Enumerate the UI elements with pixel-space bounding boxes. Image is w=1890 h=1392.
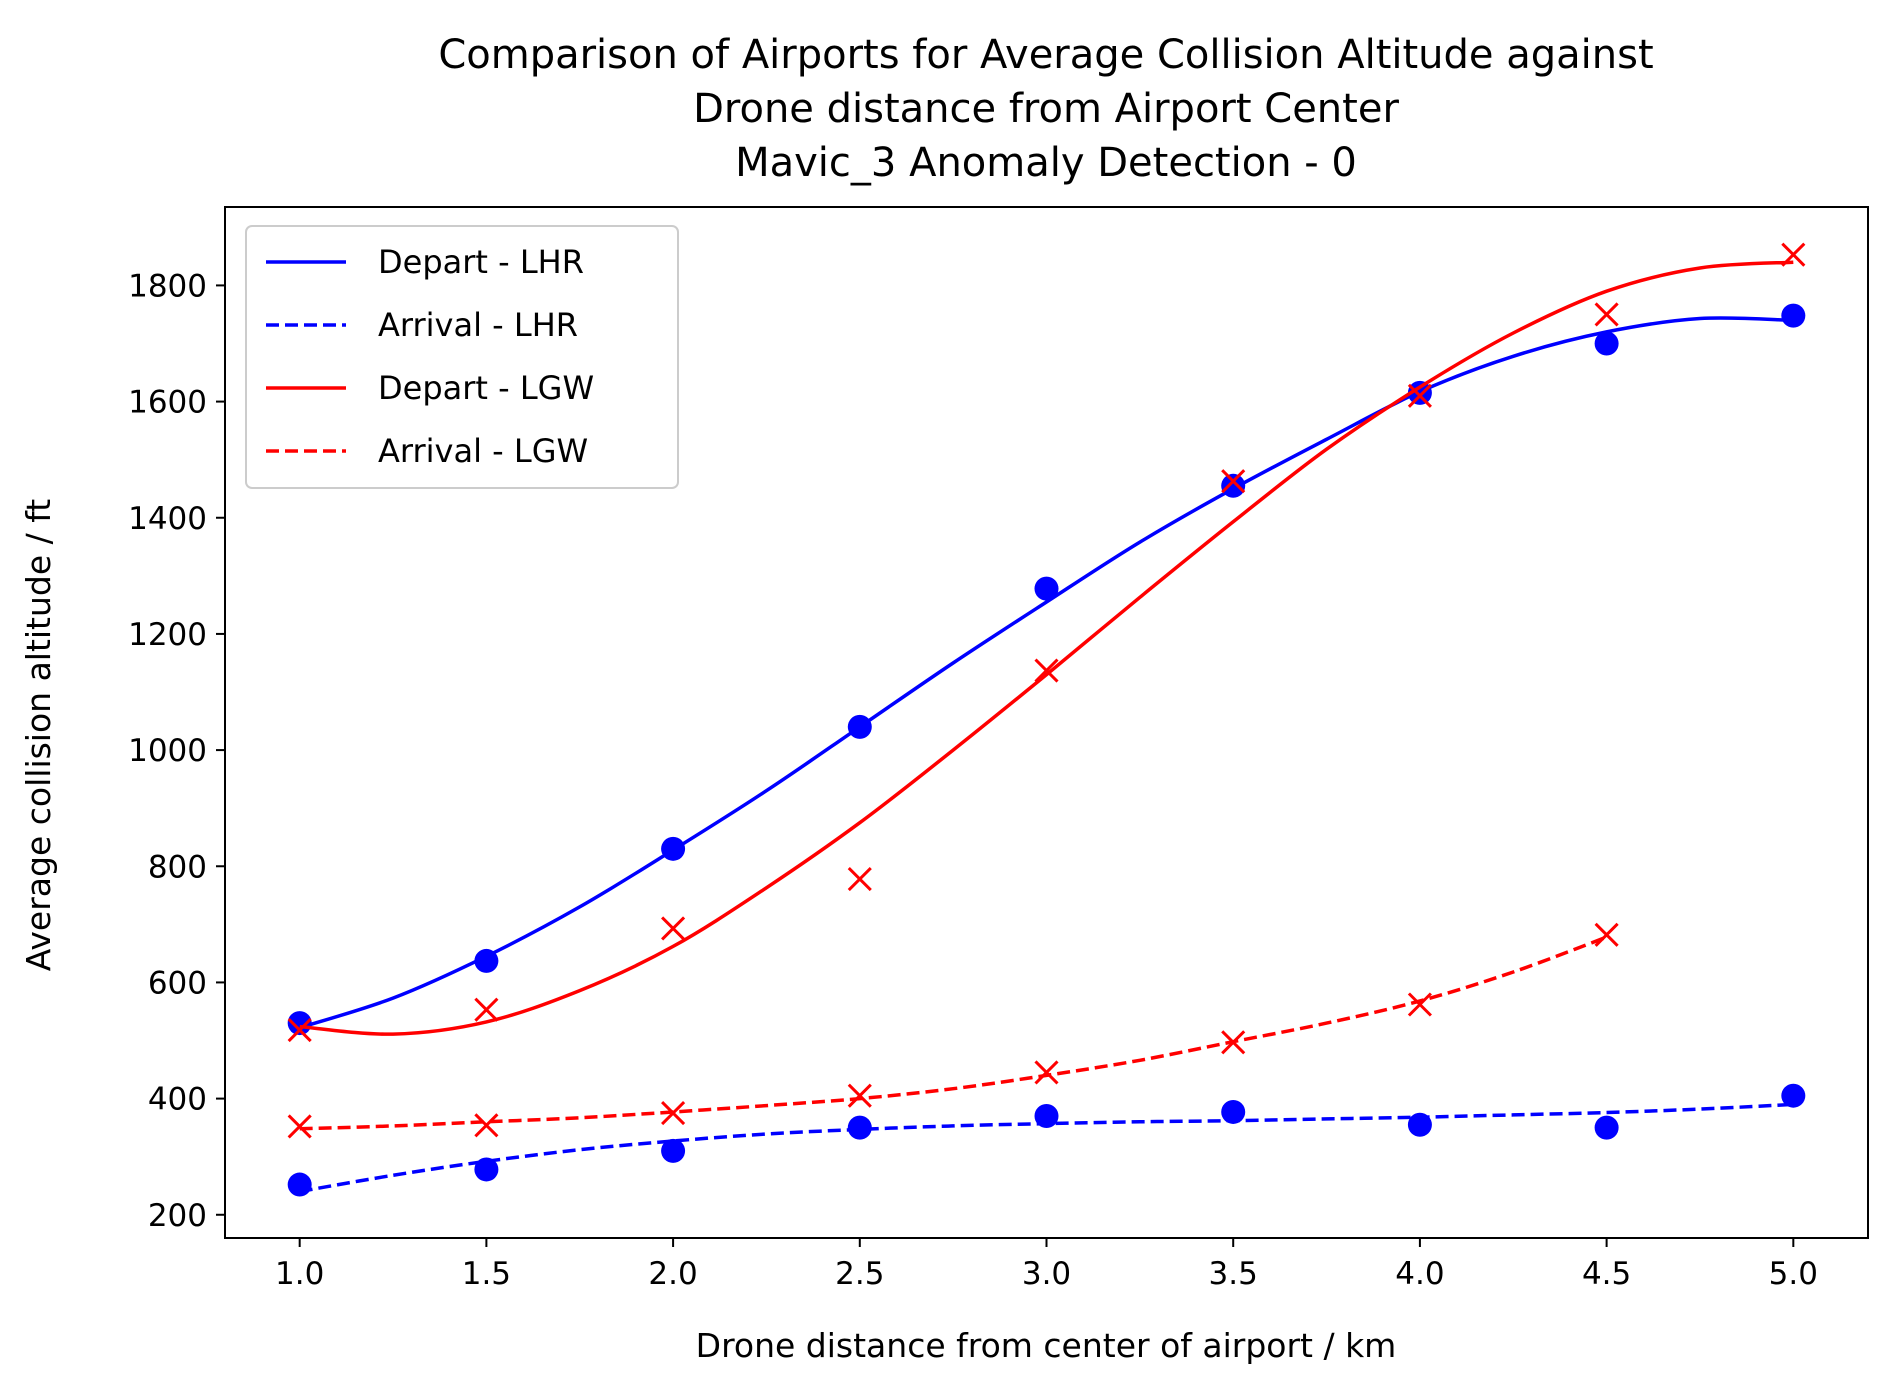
legend-label: Arrival - LHR xyxy=(378,306,578,344)
data-point-arrival-lgw xyxy=(1407,992,1432,1017)
x-axis: 1.0 1.5 2.0 2.5 3.0 3.5 4.0 4.5 5.0 xyxy=(275,1238,1818,1292)
series-depart-lhr xyxy=(287,303,1806,1036)
y-tick-label: 1600 xyxy=(128,385,207,421)
series-arrival-lhr xyxy=(287,1083,1806,1197)
data-point-depart-lgw xyxy=(847,866,872,892)
data-point-depart-lgw xyxy=(1781,242,1806,267)
data-point-depart-lhr xyxy=(287,1011,312,1036)
data-point-depart-lgw xyxy=(287,1017,312,1043)
data-point-arrival-lhr xyxy=(1407,1112,1432,1137)
data-point-arrival-lhr xyxy=(287,1172,312,1197)
data-point-depart-lgw xyxy=(1594,302,1619,327)
chart-title: Comparison of Airports for Average Colli… xyxy=(438,32,1653,186)
data-point-depart-lgw xyxy=(474,997,499,1022)
legend-item-arrival-lgw: Arrival - LGW xyxy=(266,432,588,470)
data-point-arrival-lgw xyxy=(1594,922,1619,947)
data-point-depart-lhr xyxy=(1407,380,1432,405)
x-tick-label: 5.0 xyxy=(1769,1256,1818,1292)
data-point-depart-lgw xyxy=(661,916,686,941)
series-arrival-lgw xyxy=(287,922,1619,1139)
legend-item-arrival-lhr: Arrival - LHR xyxy=(266,306,578,344)
data-point-arrival-lgw xyxy=(1034,1060,1059,1085)
chart-title-line-2: Drone distance from Airport Center xyxy=(693,86,1399,132)
legend-label: Arrival - LGW xyxy=(378,432,588,470)
data-point-depart-lhr xyxy=(1221,473,1246,498)
y-tick-label: 1800 xyxy=(128,268,207,304)
legend: Depart - LHR Arrival - LHR Depart - LGW Arr… xyxy=(245,225,679,489)
series-group xyxy=(287,242,1806,1197)
x-tick-label: 4.5 xyxy=(1582,1256,1631,1292)
data-point-depart-lhr xyxy=(1034,576,1059,601)
series-line-arrival-lgw xyxy=(299,935,1608,1131)
series-depart-lgw xyxy=(287,242,1806,1043)
legend-label: Depart - LHR xyxy=(378,243,584,281)
data-point-depart-lhr xyxy=(1781,303,1806,328)
data-point-depart-lhr xyxy=(474,948,499,973)
y-tick-label: 400 xyxy=(148,1082,207,1118)
x-axis-label: Drone distance from center of airport / … xyxy=(696,1326,1397,1365)
y-axis: 200 400 600 800 1000 1200 1400 1600 1800 xyxy=(128,268,225,1234)
chart-title-line-1: Comparison of Airports for Average Colli… xyxy=(438,32,1653,78)
legend-item-depart-lgw: Depart - LGW xyxy=(266,369,594,407)
data-point-depart-lhr xyxy=(661,836,686,861)
legend-box xyxy=(245,225,679,489)
data-point-arrival-lhr xyxy=(1594,1115,1619,1140)
y-axis-label: Average collision altitude / ft xyxy=(19,499,58,972)
y-tick-label: 600 xyxy=(148,965,207,1001)
data-point-depart-lgw xyxy=(1034,658,1059,683)
x-tick-label: 1.5 xyxy=(462,1256,511,1292)
data-point-arrival-lgw xyxy=(661,1101,686,1126)
data-point-depart-lhr xyxy=(847,714,872,739)
y-tick-label: 200 xyxy=(148,1198,207,1234)
legend-label: Depart - LGW xyxy=(378,369,594,407)
x-tick-label: 4.0 xyxy=(1395,1256,1444,1292)
data-point-arrival-lhr xyxy=(847,1115,872,1140)
data-point-arrival-lgw xyxy=(847,1083,872,1108)
series-line-depart-lgw xyxy=(299,260,1794,1036)
data-point-arrival-lgw xyxy=(474,1113,499,1138)
x-tick-label: 3.0 xyxy=(1022,1256,1071,1292)
y-tick-label: 1000 xyxy=(128,733,207,769)
y-tick-label: 1200 xyxy=(128,617,207,653)
data-point-arrival-lhr xyxy=(1781,1083,1806,1108)
data-point-arrival-lhr xyxy=(1221,1099,1246,1124)
y-tick-label: 800 xyxy=(148,849,207,885)
x-tick-label: 2.5 xyxy=(835,1256,884,1292)
data-point-depart-lgw xyxy=(1407,383,1432,408)
data-point-arrival-lgw xyxy=(1221,1030,1246,1055)
data-point-arrival-lgw xyxy=(287,1114,312,1139)
y-tick-label: 1400 xyxy=(128,501,207,537)
legend-item-depart-lhr: Depart - LHR xyxy=(266,243,584,281)
chart-title-line-3: Mavic_3 Anomaly Detection - 0 xyxy=(735,140,1357,186)
series-line-depart-lhr xyxy=(299,316,1794,1030)
x-tick-label: 1.0 xyxy=(275,1256,324,1292)
data-point-arrival-lhr xyxy=(1034,1104,1059,1129)
data-point-arrival-lhr xyxy=(661,1138,686,1163)
data-point-arrival-lhr xyxy=(474,1157,499,1182)
x-tick-label: 3.5 xyxy=(1209,1256,1258,1292)
data-point-depart-lgw xyxy=(1221,469,1246,494)
x-tick-label: 2.0 xyxy=(648,1256,697,1292)
data-point-depart-lhr xyxy=(1594,331,1619,356)
